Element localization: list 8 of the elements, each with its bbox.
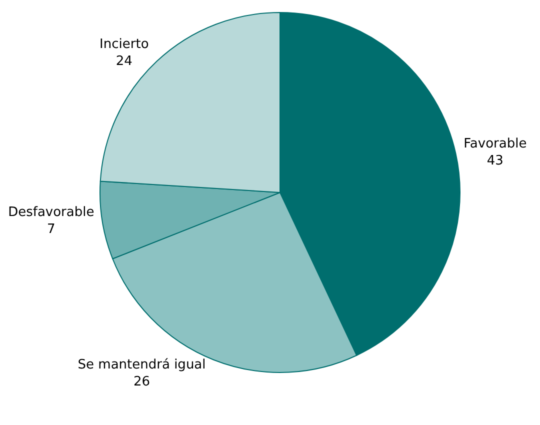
data-label: 43 bbox=[486, 153, 504, 168]
data-label: 24 bbox=[116, 54, 132, 69]
data-label: 26 bbox=[134, 374, 150, 390]
slice-label: Incierto bbox=[100, 36, 149, 52]
slice-label: Se mantendrá igual bbox=[78, 358, 206, 373]
slice-label: Favorable bbox=[464, 136, 527, 152]
slice-label: Desfavorable bbox=[8, 205, 94, 220]
data-label: 7 bbox=[47, 222, 56, 237]
